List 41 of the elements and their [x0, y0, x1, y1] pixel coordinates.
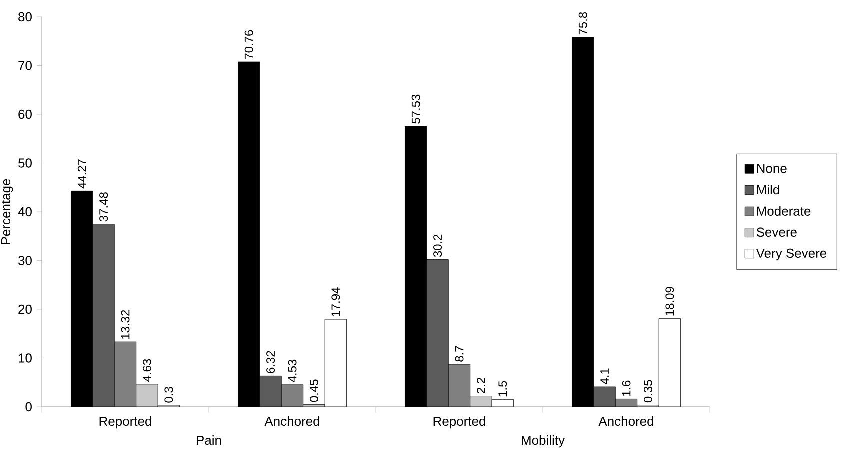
data-label: 0.45: [310, 380, 318, 402]
data-label: 70.76: [244, 30, 254, 60]
legend-label: None: [757, 164, 787, 174]
y-tick-label: 0: [26, 402, 32, 412]
data-label: 8.7: [455, 346, 464, 362]
data-label: 0.3: [164, 387, 174, 403]
data-label: 57.53: [412, 94, 420, 124]
data-label: 4.1: [600, 368, 609, 385]
text: Mobility: [522, 436, 566, 448]
y-tick-label: 80: [18, 12, 32, 22]
data-label: 2.2: [477, 378, 486, 394]
data-label: 17.94: [332, 288, 340, 316]
y-axis-title: Percentage: [2, 179, 14, 244]
x-tick-label: Reported: [100, 416, 152, 429]
y-tick-label: 20: [18, 304, 32, 314]
data-label: 30.2: [434, 234, 442, 258]
y-tick-label: 40: [18, 207, 32, 217]
data-label: 0.35: [644, 380, 652, 403]
x-tick-label: Anchored: [264, 416, 320, 426]
data-label: 44.27: [78, 160, 86, 189]
x-tick-label: Reported: [434, 416, 486, 429]
x-tick-label: Anchored: [598, 416, 654, 426]
legend-label: Severe: [756, 228, 797, 237]
legend-label: Moderate: [757, 206, 811, 216]
data-label: 75.8: [578, 12, 588, 35]
data-label: 1.6: [622, 380, 631, 396]
data-label: 1.5: [498, 381, 508, 397]
data-label: 4.63: [142, 359, 152, 382]
data-label: 6.32: [266, 351, 276, 374]
y-tick-label: 70: [18, 61, 32, 70]
y-tick-label: 30: [18, 256, 32, 266]
data-label: 18.09: [666, 287, 674, 316]
data-label: 37.48: [100, 192, 108, 222]
legend-label: Very Severe: [756, 248, 827, 261]
text: Pain: [197, 436, 222, 446]
y-tick-label: 50: [18, 158, 32, 168]
data-label: 13.32: [121, 310, 130, 339]
data-label: 4.53: [288, 360, 297, 382]
legend-label: Mild: [757, 185, 780, 195]
y-tick-label: 10: [18, 354, 32, 363]
y-tick-label: 60: [18, 110, 32, 120]
